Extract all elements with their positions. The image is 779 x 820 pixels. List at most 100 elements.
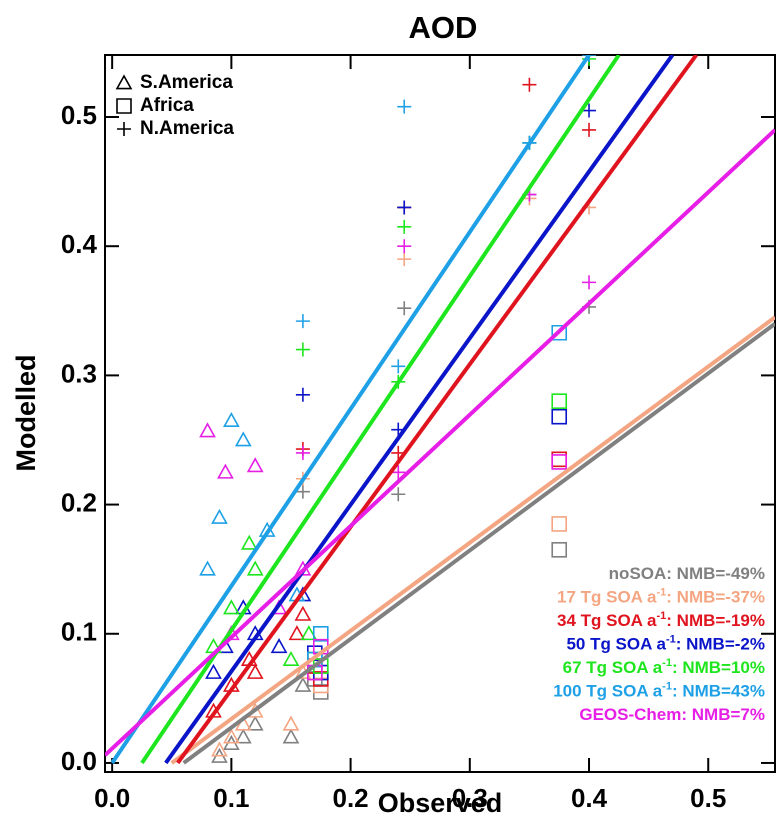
plus-marker <box>397 200 412 215</box>
plus-marker <box>397 219 412 234</box>
x-tick-label: 0.5 <box>690 783 726 813</box>
square-marker <box>551 516 568 532</box>
triangle-marker <box>246 457 264 473</box>
square-marker <box>312 671 329 687</box>
plot-frame <box>104 54 776 773</box>
legend-sup: -1 <box>657 586 667 598</box>
legend-entry: 34 Tg SOA a-1: NMB=-19% <box>557 610 765 631</box>
square-marker <box>551 393 568 410</box>
legend-name: noSOA <box>609 564 667 583</box>
plus-marker <box>295 445 310 460</box>
fit-line <box>170 315 775 765</box>
triangle-marker <box>282 728 300 744</box>
square-marker <box>551 324 568 341</box>
triangle-marker <box>223 599 240 615</box>
x-tick-label: 0.3 <box>452 783 488 813</box>
legend-entry: 67 Tg SOA a-1: NMB=10% <box>563 657 765 678</box>
legend-nmb: : NMB=10% <box>672 658 765 677</box>
plus-marker <box>397 239 412 254</box>
fit-line <box>164 55 675 765</box>
legend-sup: -1 <box>662 657 672 669</box>
legend-sup: -1 <box>657 610 667 622</box>
square-marker <box>312 677 329 694</box>
legend-label: N.America <box>140 118 234 139</box>
chart-title: AOD <box>409 10 478 45</box>
plus-marker <box>391 487 406 502</box>
plus-marker <box>582 55 597 62</box>
triangle-marker <box>217 463 234 479</box>
triangle-marker <box>246 560 264 576</box>
plus-marker <box>117 122 131 136</box>
plus-marker <box>397 301 412 316</box>
triangle-marker <box>288 625 306 641</box>
triangle-marker <box>294 605 312 621</box>
triangle-marker <box>282 650 300 667</box>
legend-nmb: : NMB=-2% <box>676 635 765 654</box>
square-marker <box>551 541 568 558</box>
plus-marker <box>295 387 310 402</box>
plot-area <box>105 55 775 765</box>
legend-nmb: : NMB=-49% <box>666 564 765 583</box>
plus-marker <box>295 342 310 357</box>
square-marker <box>116 98 132 114</box>
y-tick-label: 0.5 <box>61 100 97 130</box>
square-marker <box>312 684 329 700</box>
legend-nmb: : NMB=7% <box>681 705 765 724</box>
y-tick-label: 0.3 <box>61 358 97 388</box>
triangle-marker <box>282 715 300 731</box>
triangle-marker <box>240 534 258 550</box>
legend-entry: GEOS-Chem: NMB=7% <box>579 705 765 724</box>
fit-line <box>140 55 621 765</box>
legend-sup: -1 <box>666 633 676 645</box>
legend-label: S.America <box>140 72 233 93</box>
plus-marker <box>582 103 597 118</box>
x-tick-label: 0.4 <box>571 783 608 813</box>
triangle-marker <box>211 741 228 757</box>
legend-name: 34 Tg SOA a <box>557 611 657 630</box>
legend-nmb: : NMB=43% <box>672 682 765 701</box>
triangle-marker <box>199 560 216 576</box>
legend-sup: -1 <box>662 680 672 692</box>
legend-nmb: : NMB=-37% <box>666 588 765 607</box>
fit-line <box>105 128 775 757</box>
triangle-marker <box>115 74 133 90</box>
triangle-marker <box>223 728 240 744</box>
x-tick-label: 0.2 <box>333 783 369 813</box>
y-tick-label: 0.4 <box>61 229 98 259</box>
fit-line <box>182 322 775 765</box>
plus-marker <box>391 465 406 480</box>
y-tick-label: 0.2 <box>61 487 97 517</box>
y-axis-label: Modelled <box>11 354 41 471</box>
triangle-marker <box>211 508 228 524</box>
triangle-marker <box>205 663 222 679</box>
fit-line <box>110 55 591 765</box>
square-marker <box>551 408 568 425</box>
x-tick-label: 0.1 <box>213 783 249 813</box>
plus-marker <box>397 99 412 114</box>
legend-name: GEOS-Chem <box>579 705 681 724</box>
legend-nmb: : NMB=-19% <box>666 611 765 630</box>
legend-entry: 17 Tg SOA a-1: NMB=-37% <box>557 586 765 607</box>
plus-marker <box>295 314 310 329</box>
square-marker <box>551 454 568 470</box>
triangle-marker <box>246 715 264 731</box>
legend-name: 67 Tg SOA a <box>563 658 663 677</box>
legend-name: 17 Tg SOA a <box>557 588 657 607</box>
legend-name: 100 Tg SOA a <box>553 682 663 701</box>
triangle-marker <box>234 728 252 744</box>
triangle-marker <box>294 676 312 692</box>
plus-marker <box>295 484 310 499</box>
plus-marker <box>522 77 537 92</box>
y-tick-label: 0.0 <box>61 746 97 776</box>
triangle-marker <box>199 422 216 438</box>
plus-marker <box>397 252 412 267</box>
plus-marker <box>582 122 597 137</box>
triangle-marker <box>223 411 240 428</box>
triangle-marker <box>270 638 288 654</box>
triangle-marker <box>246 663 264 679</box>
legend-label: Africa <box>140 95 194 116</box>
fit-line <box>176 55 698 765</box>
x-axis-label: Observed <box>378 788 503 818</box>
triangle-marker <box>234 431 252 447</box>
